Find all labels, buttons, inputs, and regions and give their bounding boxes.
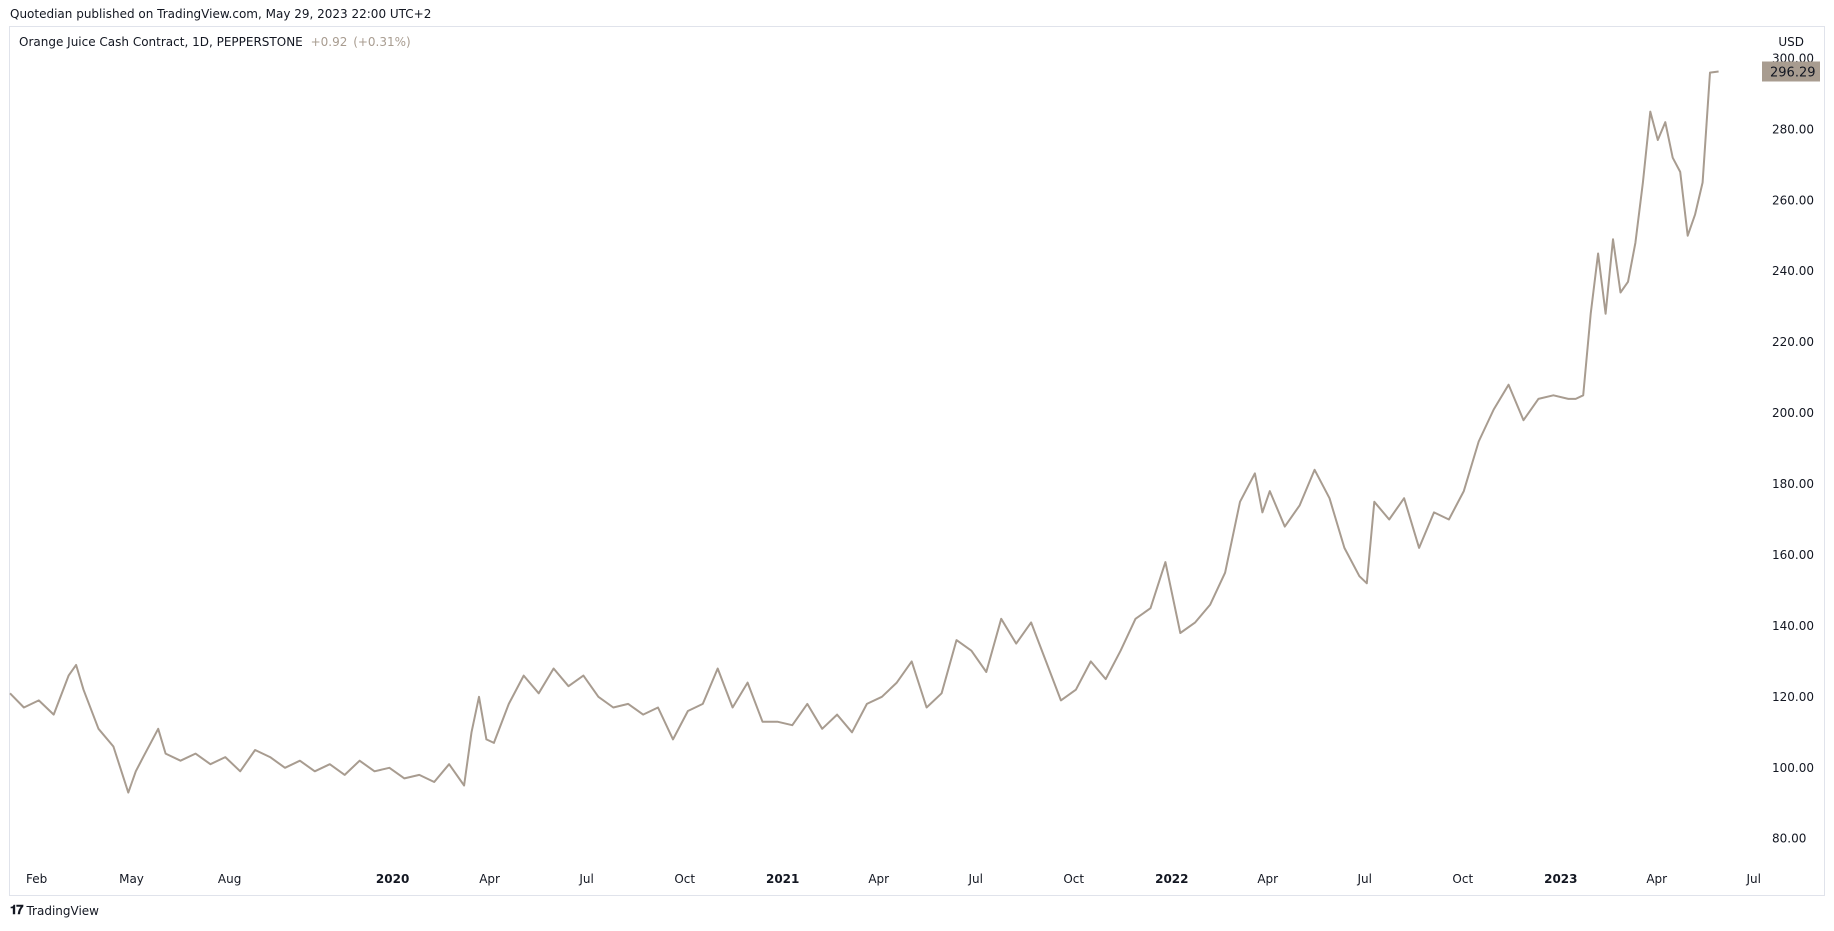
x-tick-label: Oct bbox=[1063, 872, 1084, 886]
x-tick-label: Feb bbox=[26, 872, 47, 886]
chart-frame[interactable] bbox=[9, 26, 1825, 896]
currency-label[interactable]: USD bbox=[1778, 35, 1804, 49]
y-tick-label: 100.00 bbox=[1772, 761, 1814, 775]
last-price-label-bg bbox=[1762, 61, 1820, 82]
x-tick-label: Apr bbox=[1257, 872, 1278, 886]
chart-legend: Orange Juice Cash Contract, 1D, PEPPERST… bbox=[19, 35, 411, 49]
y-tick-label: 180.00 bbox=[1772, 477, 1814, 491]
x-tick-label: 2021 bbox=[766, 872, 799, 886]
x-tick-label: Apr bbox=[479, 872, 500, 886]
published-header: Quotedian published on TradingView.com, … bbox=[10, 7, 432, 21]
y-tick-label: 240.00 bbox=[1772, 264, 1814, 278]
x-tick-label: Apr bbox=[868, 872, 889, 886]
symbol-title[interactable]: Orange Juice Cash Contract, 1D, PEPPERST… bbox=[19, 35, 303, 49]
x-tick-label: Jul bbox=[1745, 872, 1760, 886]
x-tick-label: Jul bbox=[967, 872, 982, 886]
x-tick-label: Aug bbox=[218, 872, 241, 886]
footer: 𝟏𝟕 TradingView bbox=[10, 903, 99, 918]
price-change: +0.92 bbox=[310, 35, 348, 49]
last-price-label: 296.29 bbox=[1770, 66, 1816, 81]
x-tick-label: Jul bbox=[1356, 872, 1371, 886]
tradingview-brand[interactable]: TradingView bbox=[26, 903, 99, 918]
y-tick-label: 220.00 bbox=[1772, 335, 1814, 349]
y-tick-label: 260.00 bbox=[1772, 193, 1814, 207]
y-tick-label: 140.00 bbox=[1772, 619, 1814, 633]
x-tick-label: May bbox=[119, 872, 144, 886]
y-tick-label: 280.00 bbox=[1772, 122, 1814, 136]
y-tick-label: 200.00 bbox=[1772, 406, 1814, 420]
x-tick-label: 2022 bbox=[1155, 872, 1188, 886]
price-series-line[interactable] bbox=[9, 70, 1719, 794]
y-tick-label: 80.00 bbox=[1772, 832, 1806, 846]
x-tick-label: 2020 bbox=[376, 872, 409, 886]
x-tick-label: Oct bbox=[1452, 872, 1473, 886]
price-change-percent: (+0.31%) bbox=[353, 35, 411, 49]
y-tick-label: 120.00 bbox=[1772, 690, 1814, 704]
x-tick-label: Oct bbox=[674, 872, 695, 886]
x-tick-label: Jul bbox=[578, 872, 593, 886]
tradingview-logo-icon[interactable]: 𝟏𝟕 bbox=[10, 903, 24, 918]
y-tick-label: 160.00 bbox=[1772, 548, 1814, 562]
x-tick-label: Apr bbox=[1646, 872, 1667, 886]
x-tick-label: 2023 bbox=[1544, 872, 1577, 886]
